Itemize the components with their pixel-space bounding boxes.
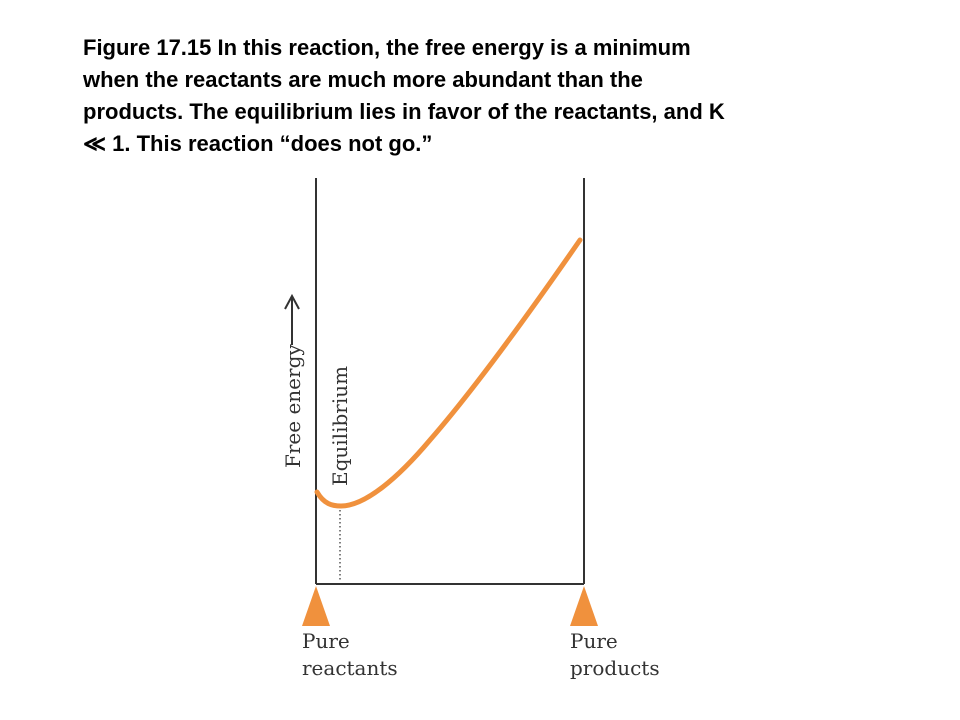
pure-products-label-line1: Pure [570,629,618,653]
pure-reactants-label-line2: reactants [302,656,398,680]
caption-line-2: when the reactants are much more abundan… [83,67,643,92]
caption-line-3: products. The equilibrium lies in favor … [83,99,725,124]
y-axis-label: Free energy [281,344,305,468]
caption-line-1: Figure 17.15 In this reaction, the free … [83,35,691,60]
equilibrium-label: Equilibrium [328,366,352,486]
pure-reactants-label-line1: Pure [302,629,350,653]
pure-reactants-marker [302,586,330,626]
pure-products-marker [570,586,598,626]
arrow-up-icon [284,293,300,310]
free-energy-curve [314,237,583,509]
pure-products-label-line2: products [570,656,660,680]
caption-line-4: ≪ 1. This reaction “does not go.” [83,131,433,156]
figure-caption: Figure 17.15 In this reaction, the free … [83,32,883,160]
